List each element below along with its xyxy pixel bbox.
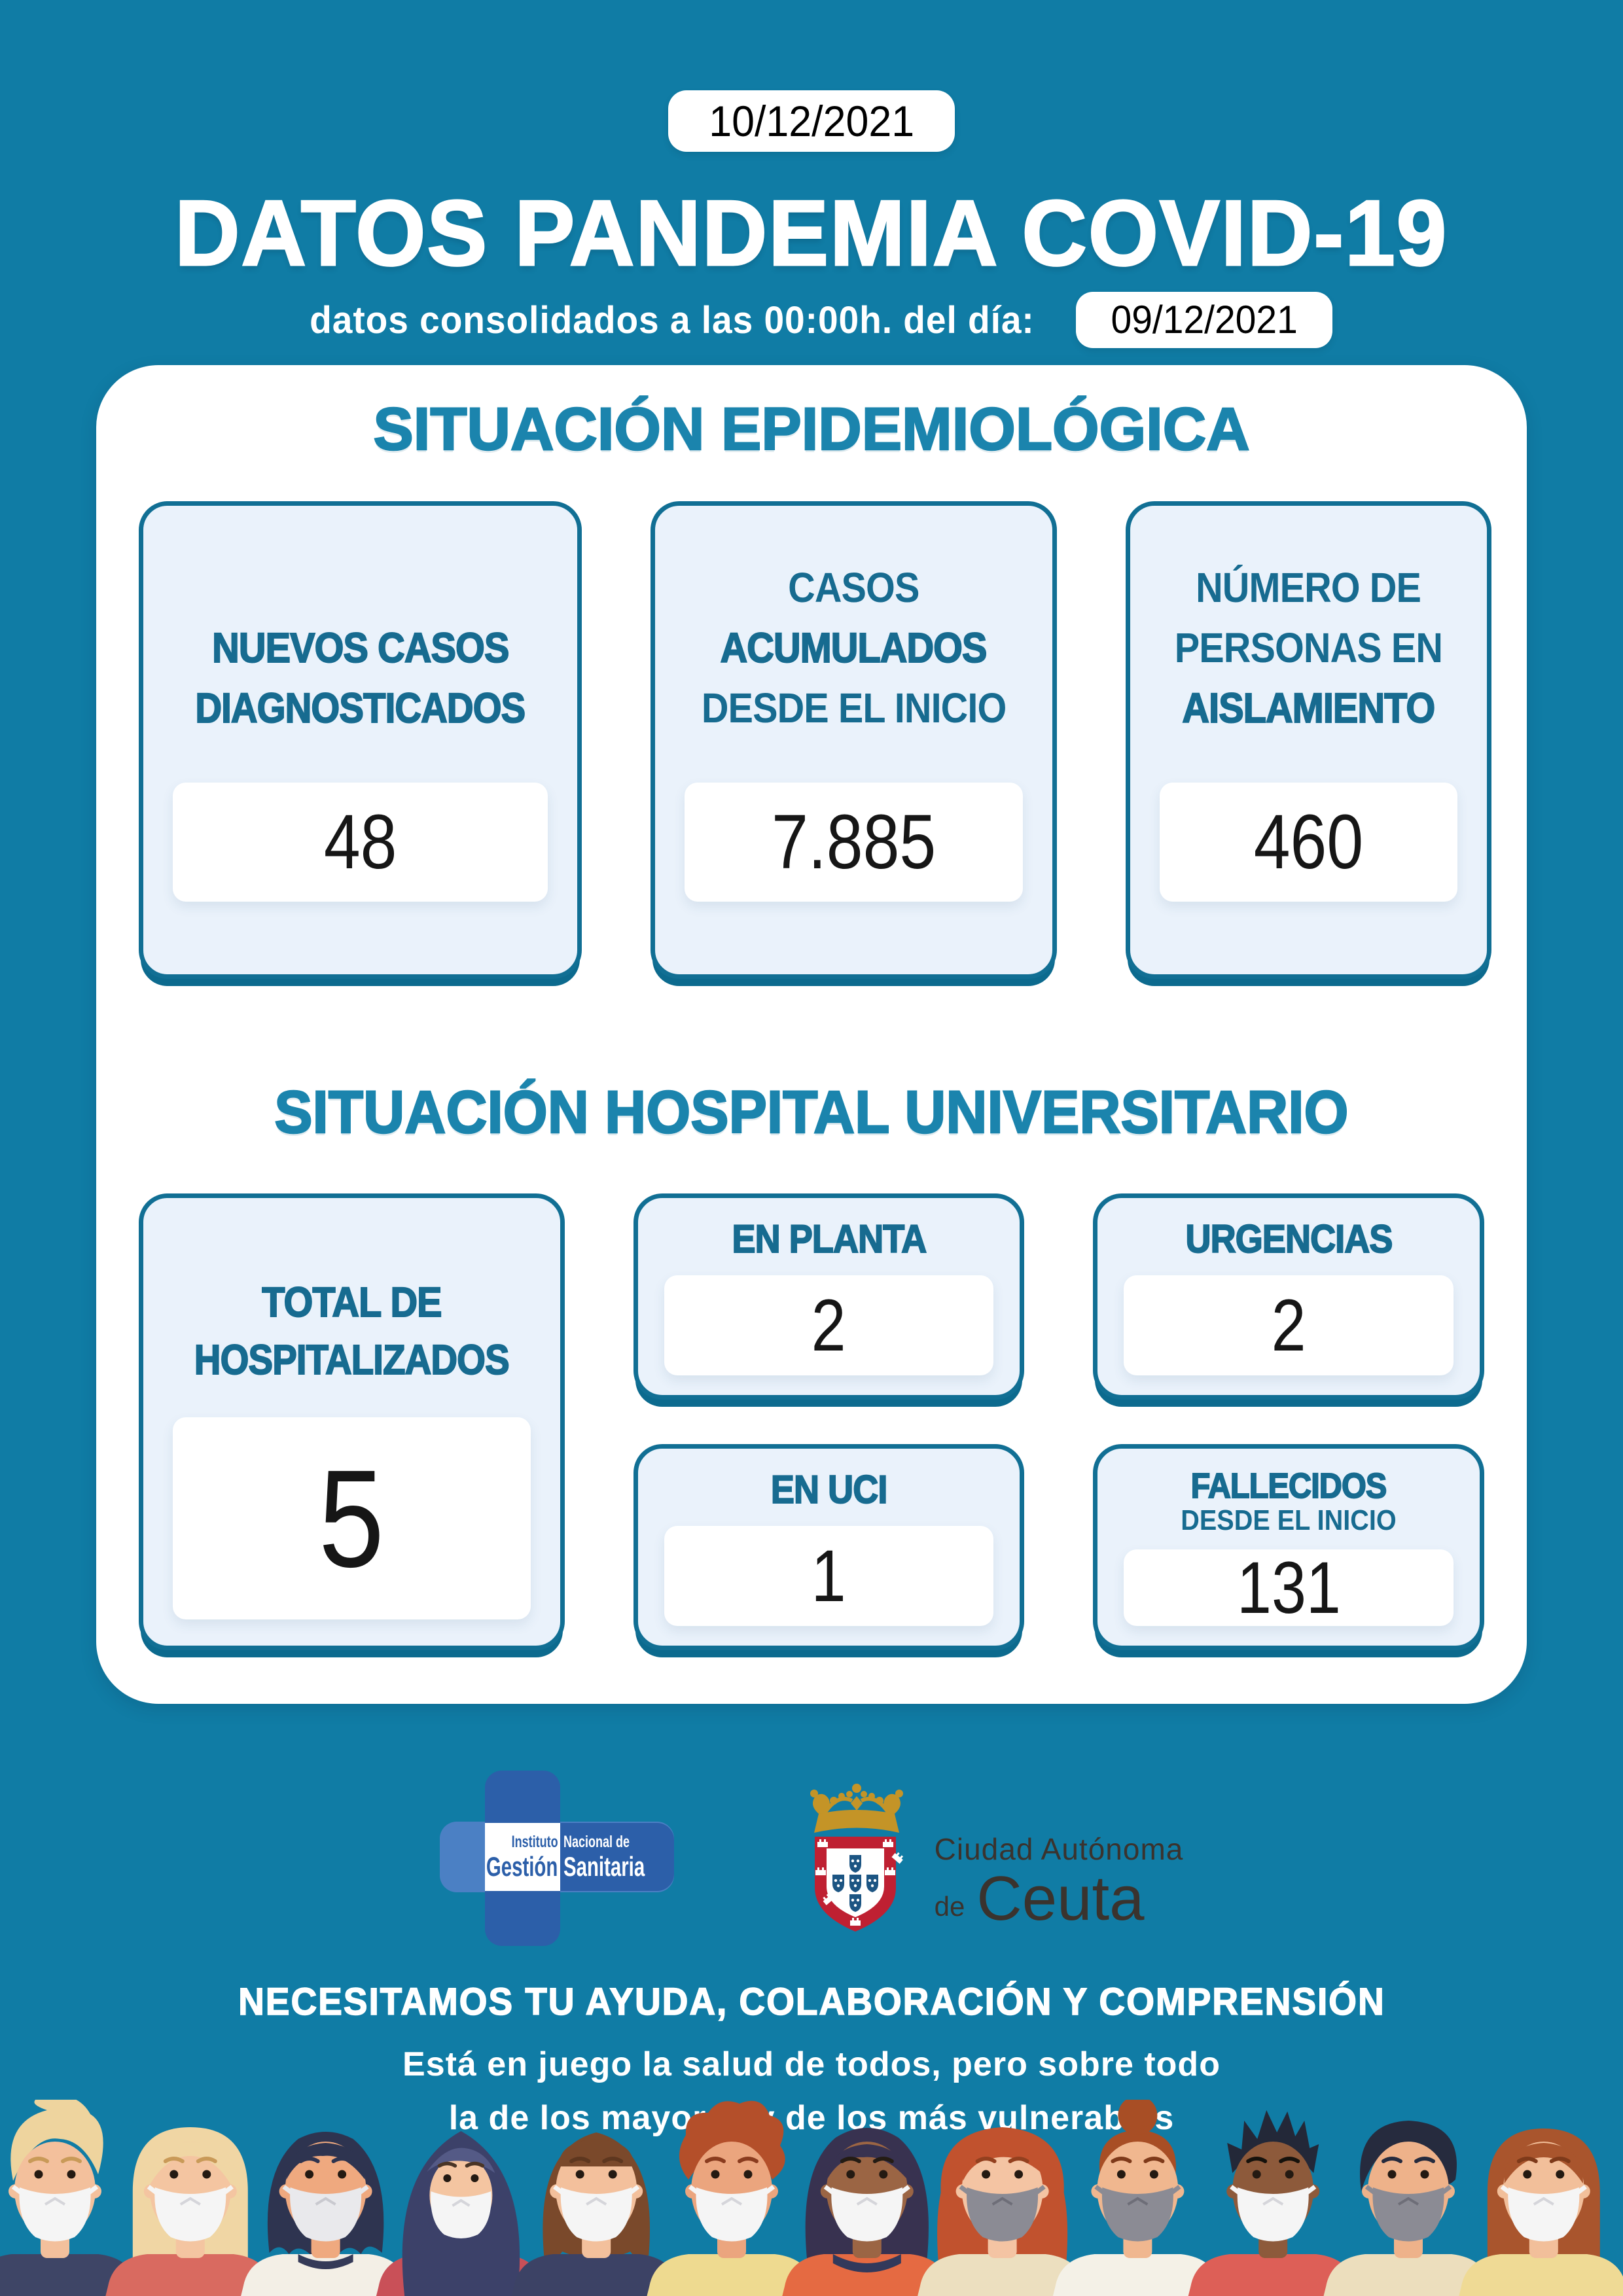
header: 10/12/2021 DATOS PANDEMIA COVID-19 datos…	[0, 0, 1623, 348]
stat-value-box: 460	[1159, 783, 1457, 902]
stat-card-casos-acumulados: CASOS ACUMULADOS DESDE EL INICIO 7.885	[650, 501, 1057, 979]
ingesa-gestion-label: Gestión	[486, 1851, 558, 1882]
ceuta-name: Ceuta	[976, 1863, 1145, 1934]
en-planta-value: 2	[811, 1284, 846, 1366]
ceuta-coat-of-arms-icon	[810, 1784, 905, 1932]
masked-person	[511, 2132, 681, 2296]
stat-label: EN PLANTA	[731, 1216, 927, 1262]
ceuta-logo: Ciudad Autónoma de Ceuta	[805, 1783, 1184, 1934]
masked-person	[1188, 2110, 1358, 2296]
masked-person	[1459, 2128, 1623, 2296]
en-uci-value: 1	[811, 1534, 846, 1617]
stat-card-aislamiento: NÚMERO DE PERSONAS EN AISLAMIENTO 460	[1125, 501, 1491, 979]
stat-card-fallecidos: FALLECIDOS DESDE EL INICIO 131	[1093, 1444, 1484, 1650]
fallecidos-value: 131	[1236, 1546, 1341, 1629]
ingesa-nacional-label: Nacional de	[563, 1833, 630, 1851]
section-title-epidemiology: SITUACIÓN EPIDEMIOLÓGICA	[372, 396, 1251, 463]
data-card: SITUACIÓN EPIDEMIOLÓGICA NUEVOS CASOS DI…	[96, 365, 1527, 1704]
stat-value-box: 5	[173, 1417, 531, 1619]
stat-label: URGENCIAS	[1185, 1216, 1393, 1262]
masked-person	[1323, 2121, 1493, 2296]
stat-label: NUEVOS CASOS DIAGNOSTICADOS	[194, 624, 526, 732]
footer-line2: Está en juego la salud de todos, pero so…	[402, 2045, 1221, 2083]
masked-person	[918, 2127, 1088, 2296]
ingesa-blue-box: Nacional de Sanitaria	[560, 1823, 674, 1891]
nuevos-casos-value: 48	[323, 799, 397, 885]
report-date-badge: 10/12/2021	[668, 90, 955, 152]
castle-marks	[815, 1839, 905, 1926]
stat-label: NÚMERO DE PERSONAS EN AISLAMIENTO	[1174, 564, 1443, 732]
masked-person	[647, 2100, 817, 2296]
subtitle-label: datos consolidados a las 00:00h. del día…	[310, 298, 1035, 342]
masked-person	[105, 2127, 276, 2296]
data-date: 09/12/2021	[1111, 298, 1298, 342]
aislamiento-value: 460	[1253, 799, 1364, 885]
stat-value-box: 2	[664, 1275, 994, 1375]
ingesa-logo: Instituto Gestión Nacional de Sanitaria	[439, 1771, 674, 1946]
footer-line1: NECESITAMOS TU AYUDA, COLABORACIÓN Y COM…	[238, 1980, 1385, 2024]
total-hospitalizados-value: 5	[319, 1440, 385, 1596]
data-date-badge: 09/12/2021	[1075, 292, 1333, 348]
section-title-hospital: SITUACIÓN HOSPITAL UNIVERSITARIO	[274, 1079, 1349, 1146]
ingesa-sanitaria-label: Sanitaria	[563, 1851, 645, 1882]
report-date: 10/12/2021	[709, 97, 914, 145]
ingesa-instituto-label: Instituto	[511, 1833, 558, 1851]
masked-person	[0, 2100, 140, 2296]
masked-person	[241, 2132, 411, 2296]
casos-acumulados-value: 7.885	[771, 799, 936, 885]
stat-card-nuevos-casos: NUEVOS CASOS DIAGNOSTICADOS 48	[139, 501, 582, 979]
stat-label: TOTAL DE HOSPITALIZADOS	[194, 1278, 510, 1384]
masked-person	[376, 2131, 546, 2296]
ceuta-line1: Ciudad Autónoma	[934, 1832, 1184, 1866]
ingesa-white-band: Instituto Gestión	[484, 1823, 560, 1891]
stat-label: CASOS ACUMULADOS DESDE EL INICIO	[701, 564, 1007, 732]
stat-card-total-hospitalizados: TOTAL DE HOSPITALIZADOS 5	[139, 1193, 565, 1650]
ceuta-de: de	[934, 1891, 965, 1922]
footer-line3: la de los mayores y de los más vulnerabl…	[448, 2099, 1175, 2137]
masked-people-illustration	[0, 2100, 1623, 2296]
stat-card-en-uci: EN UCI 1	[633, 1444, 1025, 1650]
epidemiology-grid: NUEVOS CASOS DIAGNOSTICADOS 48 CASOS ACU…	[139, 501, 1491, 979]
masked-person	[782, 2128, 952, 2296]
stat-label: EN UCI	[770, 1467, 888, 1512]
page-title: DATOS PANDEMIA COVID-19	[174, 181, 1448, 285]
ceuta-logo-text: Ciudad Autónoma de Ceuta	[934, 1783, 1184, 1934]
stat-value-box: 2	[1124, 1275, 1454, 1375]
stat-label: FALLECIDOS DESDE EL INICIO	[1181, 1466, 1397, 1536]
subtitle-row: datos consolidados a las 00:00h. del día…	[0, 292, 1623, 348]
urgencias-value: 2	[1271, 1284, 1306, 1366]
stat-value-box: 7.885	[684, 783, 1023, 902]
stat-card-en-planta: EN PLANTA 2	[633, 1193, 1025, 1400]
stat-value-box: 1	[664, 1526, 994, 1626]
stat-card-urgencias: URGENCIAS 2	[1093, 1193, 1484, 1400]
hospital-grid: TOTAL DE HOSPITALIZADOS 5 EN PLANTA 2 UR…	[139, 1193, 1484, 1650]
footer-messages: NECESITAMOS TU AYUDA, COLABORACIÓN Y COM…	[0, 1980, 1623, 2138]
masked-person	[1052, 2100, 1222, 2296]
logos-row: Instituto Gestión Nacional de Sanitaria	[0, 1771, 1623, 1946]
stat-value-box: 131	[1124, 1549, 1454, 1626]
stat-value-box: 48	[173, 783, 548, 902]
